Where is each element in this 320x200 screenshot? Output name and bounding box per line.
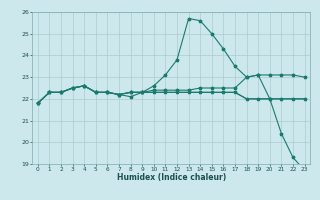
X-axis label: Humidex (Indice chaleur): Humidex (Indice chaleur) (116, 173, 226, 182)
